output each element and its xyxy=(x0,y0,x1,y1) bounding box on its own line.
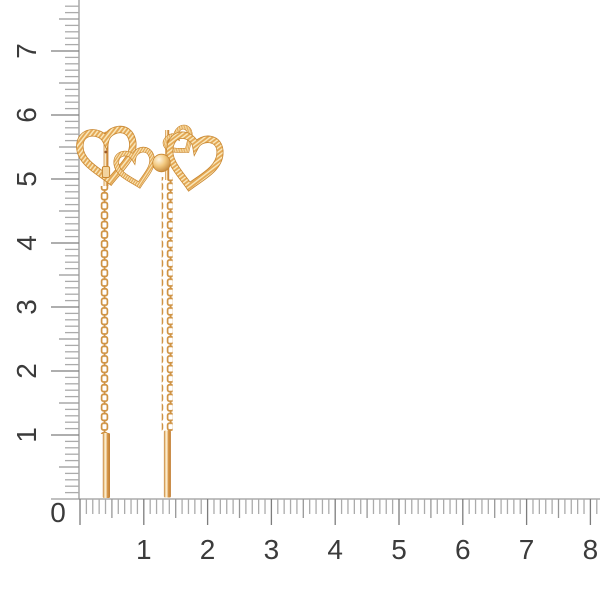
earring-left-heart-large xyxy=(76,125,137,186)
earring-right-drop-bar xyxy=(163,430,171,498)
earring-right xyxy=(152,124,224,498)
earring-right-chain xyxy=(161,177,173,431)
earring-left-post xyxy=(103,133,109,186)
earring-left-drop-bar xyxy=(102,433,110,498)
earrings-image xyxy=(76,124,224,498)
earring-right-heart-small xyxy=(162,124,193,153)
earring-right-heart-large xyxy=(166,131,224,192)
ruler-ticks xyxy=(51,0,600,525)
earring-left-heart-small xyxy=(113,146,155,189)
earring-right-bead xyxy=(152,153,171,173)
earring-left xyxy=(76,125,155,498)
earring-left-clasp-dot xyxy=(104,150,108,154)
earring-left-clasp xyxy=(101,166,111,178)
earring-left-chain xyxy=(99,186,111,434)
